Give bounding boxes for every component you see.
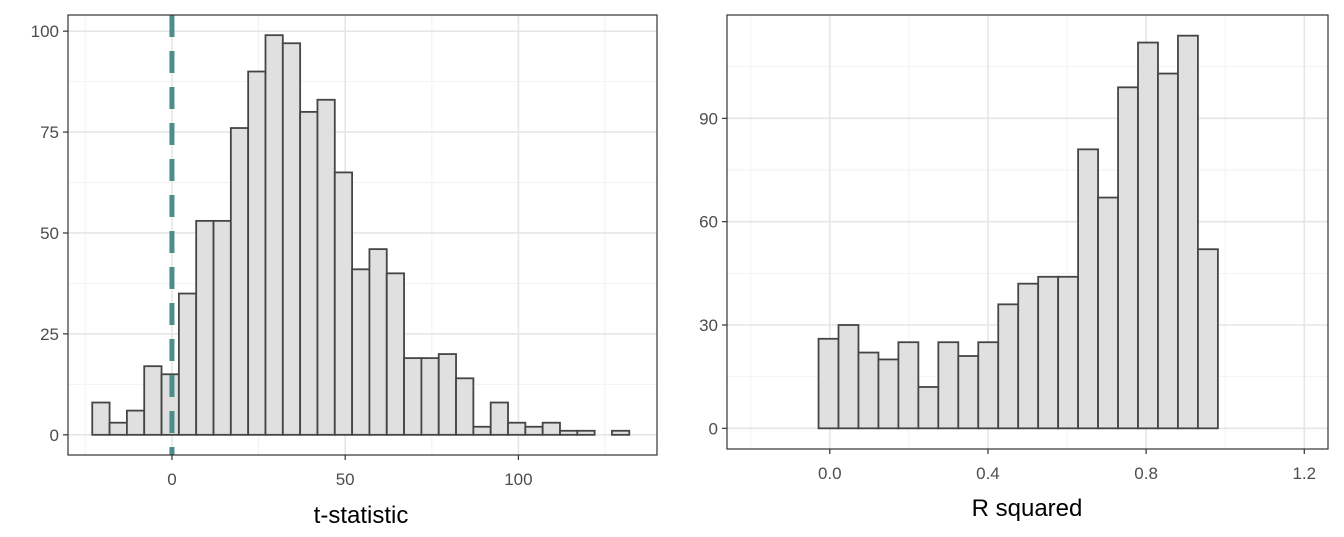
histogram-bar [917, 386, 940, 430]
y-tick-label: 0 [709, 419, 718, 438]
histogram-bar [229, 127, 250, 436]
histogram-bar [489, 401, 509, 436]
histogram-bar [316, 98, 336, 436]
histogram-bar [368, 248, 388, 436]
histogram-bar [524, 425, 544, 436]
histogram-bar [576, 429, 596, 436]
x-axis-title: R squared [972, 495, 1083, 522]
r-squared-histogram: 0.0 0.4 0.8 1.2 0 30 60 90 [699, 14, 1329, 483]
histogram-bar [91, 401, 111, 436]
histogram-bar [403, 357, 423, 436]
histogram-bar [1117, 86, 1139, 430]
histogram-bar [897, 341, 920, 430]
histogram-bar [212, 219, 232, 436]
histogram-bar [977, 341, 1000, 430]
x-tick-label: 0.0 [818, 464, 842, 483]
histogram-bar [559, 429, 579, 436]
x-tick-label: 0.8 [1134, 464, 1158, 483]
y-tick-label: 90 [699, 109, 718, 128]
histogram-bar [1097, 196, 1119, 430]
histogram-bar [472, 425, 492, 436]
histogram-bar [385, 272, 405, 436]
y-tick-label: 50 [40, 224, 59, 243]
histogram-bar [1017, 282, 1040, 430]
histogram-bar [177, 292, 198, 436]
histogram-bar [877, 358, 900, 430]
x-tick-label: 0 [167, 470, 176, 489]
x-tick-label: 0.4 [976, 464, 1000, 483]
histogram-bar [1177, 34, 1199, 430]
histogram-bar [1057, 275, 1080, 430]
histogram-bar [957, 355, 980, 430]
histogram-bar [1157, 72, 1179, 430]
histogram-bar [351, 268, 371, 436]
histogram-bar [126, 409, 146, 436]
y-tick-label: 25 [40, 325, 59, 344]
histogram-bar [837, 324, 860, 430]
y-tick-label: 0 [50, 426, 59, 445]
histogram-bar [1197, 248, 1219, 430]
histogram-bar [1077, 148, 1099, 430]
histogram-bar [817, 337, 840, 430]
panel-border [67, 14, 658, 456]
histogram-bar [143, 365, 163, 436]
histogram-bar [507, 421, 527, 436]
panel-border [726, 14, 1329, 450]
histogram-bar [1037, 275, 1060, 430]
histogram-bar [420, 357, 440, 436]
y-tick-label: 100 [31, 22, 59, 41]
x-tick-label: 1.2 [1292, 464, 1316, 483]
histogram-bar [997, 303, 1020, 430]
histogram-bar [333, 171, 354, 436]
y-tick-label: 75 [40, 123, 59, 142]
histogram-bar [857, 351, 880, 430]
histogram-bar [264, 34, 284, 436]
histogram-bar [247, 70, 267, 436]
histogram-bar [299, 110, 319, 436]
histogram-bar [108, 421, 128, 436]
x-axis-title: t-statistic [314, 502, 409, 529]
x-tick-label: 100 [504, 470, 532, 489]
histogram-bar [1137, 41, 1159, 430]
histogram-bar [195, 219, 215, 436]
histogram-bar [937, 341, 960, 430]
histogram-bar [611, 429, 631, 436]
histogram-bar [281, 42, 302, 436]
x-tick-label: 50 [336, 470, 355, 489]
histogram-bar [455, 377, 475, 436]
histogram-bar [437, 353, 457, 436]
histogram-bar [541, 421, 561, 436]
t-statistic-histogram: 0 50 100 0 25 50 75 100 [31, 14, 658, 489]
y-tick-label: 60 [699, 213, 718, 232]
y-tick-label: 30 [699, 316, 718, 335]
